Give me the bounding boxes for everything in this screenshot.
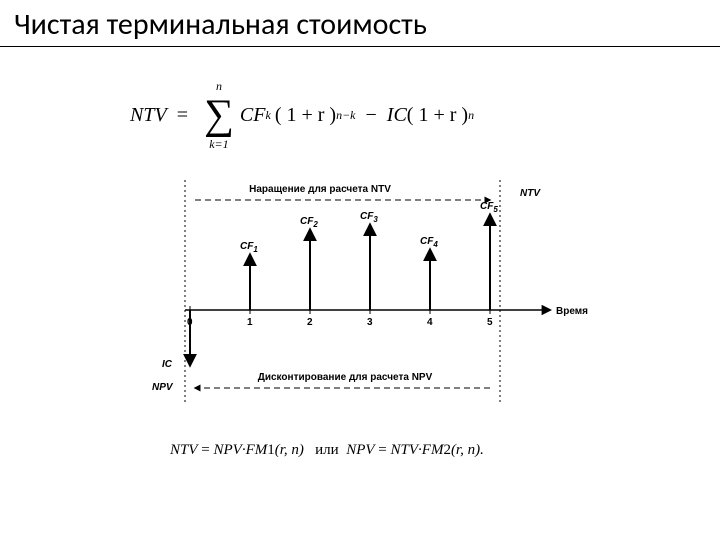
f2-b: NPV·FM bbox=[213, 442, 267, 458]
f1-cf-sub: k bbox=[265, 108, 270, 123]
svg-text:IC: IC bbox=[162, 359, 173, 370]
f1-e2: n bbox=[468, 108, 474, 123]
svg-text:1: 1 bbox=[247, 317, 253, 328]
f2-eq2: = bbox=[378, 442, 386, 458]
cashflow-diagram: Наращение для расчета NTVNTVВремя012345C… bbox=[130, 170, 600, 420]
f1-ic: IC bbox=[387, 104, 407, 127]
title-underline bbox=[0, 46, 720, 47]
sigma-top: n bbox=[216, 80, 222, 92]
ntv-formula: NTV = n ∑ k=1 CFk ( 1 + r )n−k − IC ( 1 … bbox=[130, 80, 474, 150]
f1-cf: CF bbox=[240, 104, 266, 127]
f2-a: NTV bbox=[170, 442, 198, 458]
sigma-icon: n ∑ k=1 bbox=[204, 80, 234, 150]
svg-text:Время: Время bbox=[556, 306, 588, 317]
f2-fm2: 2 bbox=[443, 442, 451, 458]
sigma-symbol: ∑ bbox=[204, 94, 234, 136]
svg-text:NPV: NPV bbox=[152, 382, 174, 393]
f1-eq: = bbox=[177, 104, 188, 127]
svg-text:4: 4 bbox=[427, 317, 433, 328]
ntv-npv-relation: NTV = NPV·FM1(r, n) или NPV = NTV·FM2(r,… bbox=[170, 442, 484, 459]
f1-p1: ( 1 + r ) bbox=[275, 104, 336, 127]
svg-text:CF4: CF4 bbox=[420, 236, 438, 249]
f2-eq1: = bbox=[201, 442, 209, 458]
svg-text:3: 3 bbox=[367, 317, 373, 328]
svg-text:5: 5 bbox=[487, 317, 493, 328]
svg-text:CF2: CF2 bbox=[300, 216, 318, 229]
f1-lhs: NTV bbox=[130, 104, 167, 127]
svg-text:CF1: CF1 bbox=[240, 241, 258, 254]
slide-title: Чистая терминальная стоимость bbox=[14, 6, 427, 43]
svg-text:CF3: CF3 bbox=[360, 211, 378, 224]
f1-p2: ( 1 + r ) bbox=[407, 104, 468, 127]
f2-or: или bbox=[315, 442, 339, 458]
svg-text:CF5: CF5 bbox=[480, 201, 498, 214]
f1-minus: − bbox=[366, 104, 377, 127]
svg-text:2: 2 bbox=[307, 317, 313, 328]
svg-text:Дисконтирование для расчета NP: Дисконтирование для расчета NPV bbox=[258, 372, 433, 383]
sigma-bot: k=1 bbox=[209, 138, 228, 150]
f2-fm1: 1 bbox=[267, 442, 275, 458]
f2-args2: (r, n). bbox=[451, 442, 484, 458]
f2-args: (r, n) bbox=[275, 442, 304, 458]
f2-d: NTV·FM bbox=[391, 442, 444, 458]
f2-c: NPV bbox=[346, 442, 374, 458]
f1-e1: n−k bbox=[336, 108, 355, 123]
svg-text:NTV: NTV bbox=[520, 188, 541, 199]
svg-text:Наращение для расчета NTV: Наращение для расчета NTV bbox=[249, 184, 391, 195]
